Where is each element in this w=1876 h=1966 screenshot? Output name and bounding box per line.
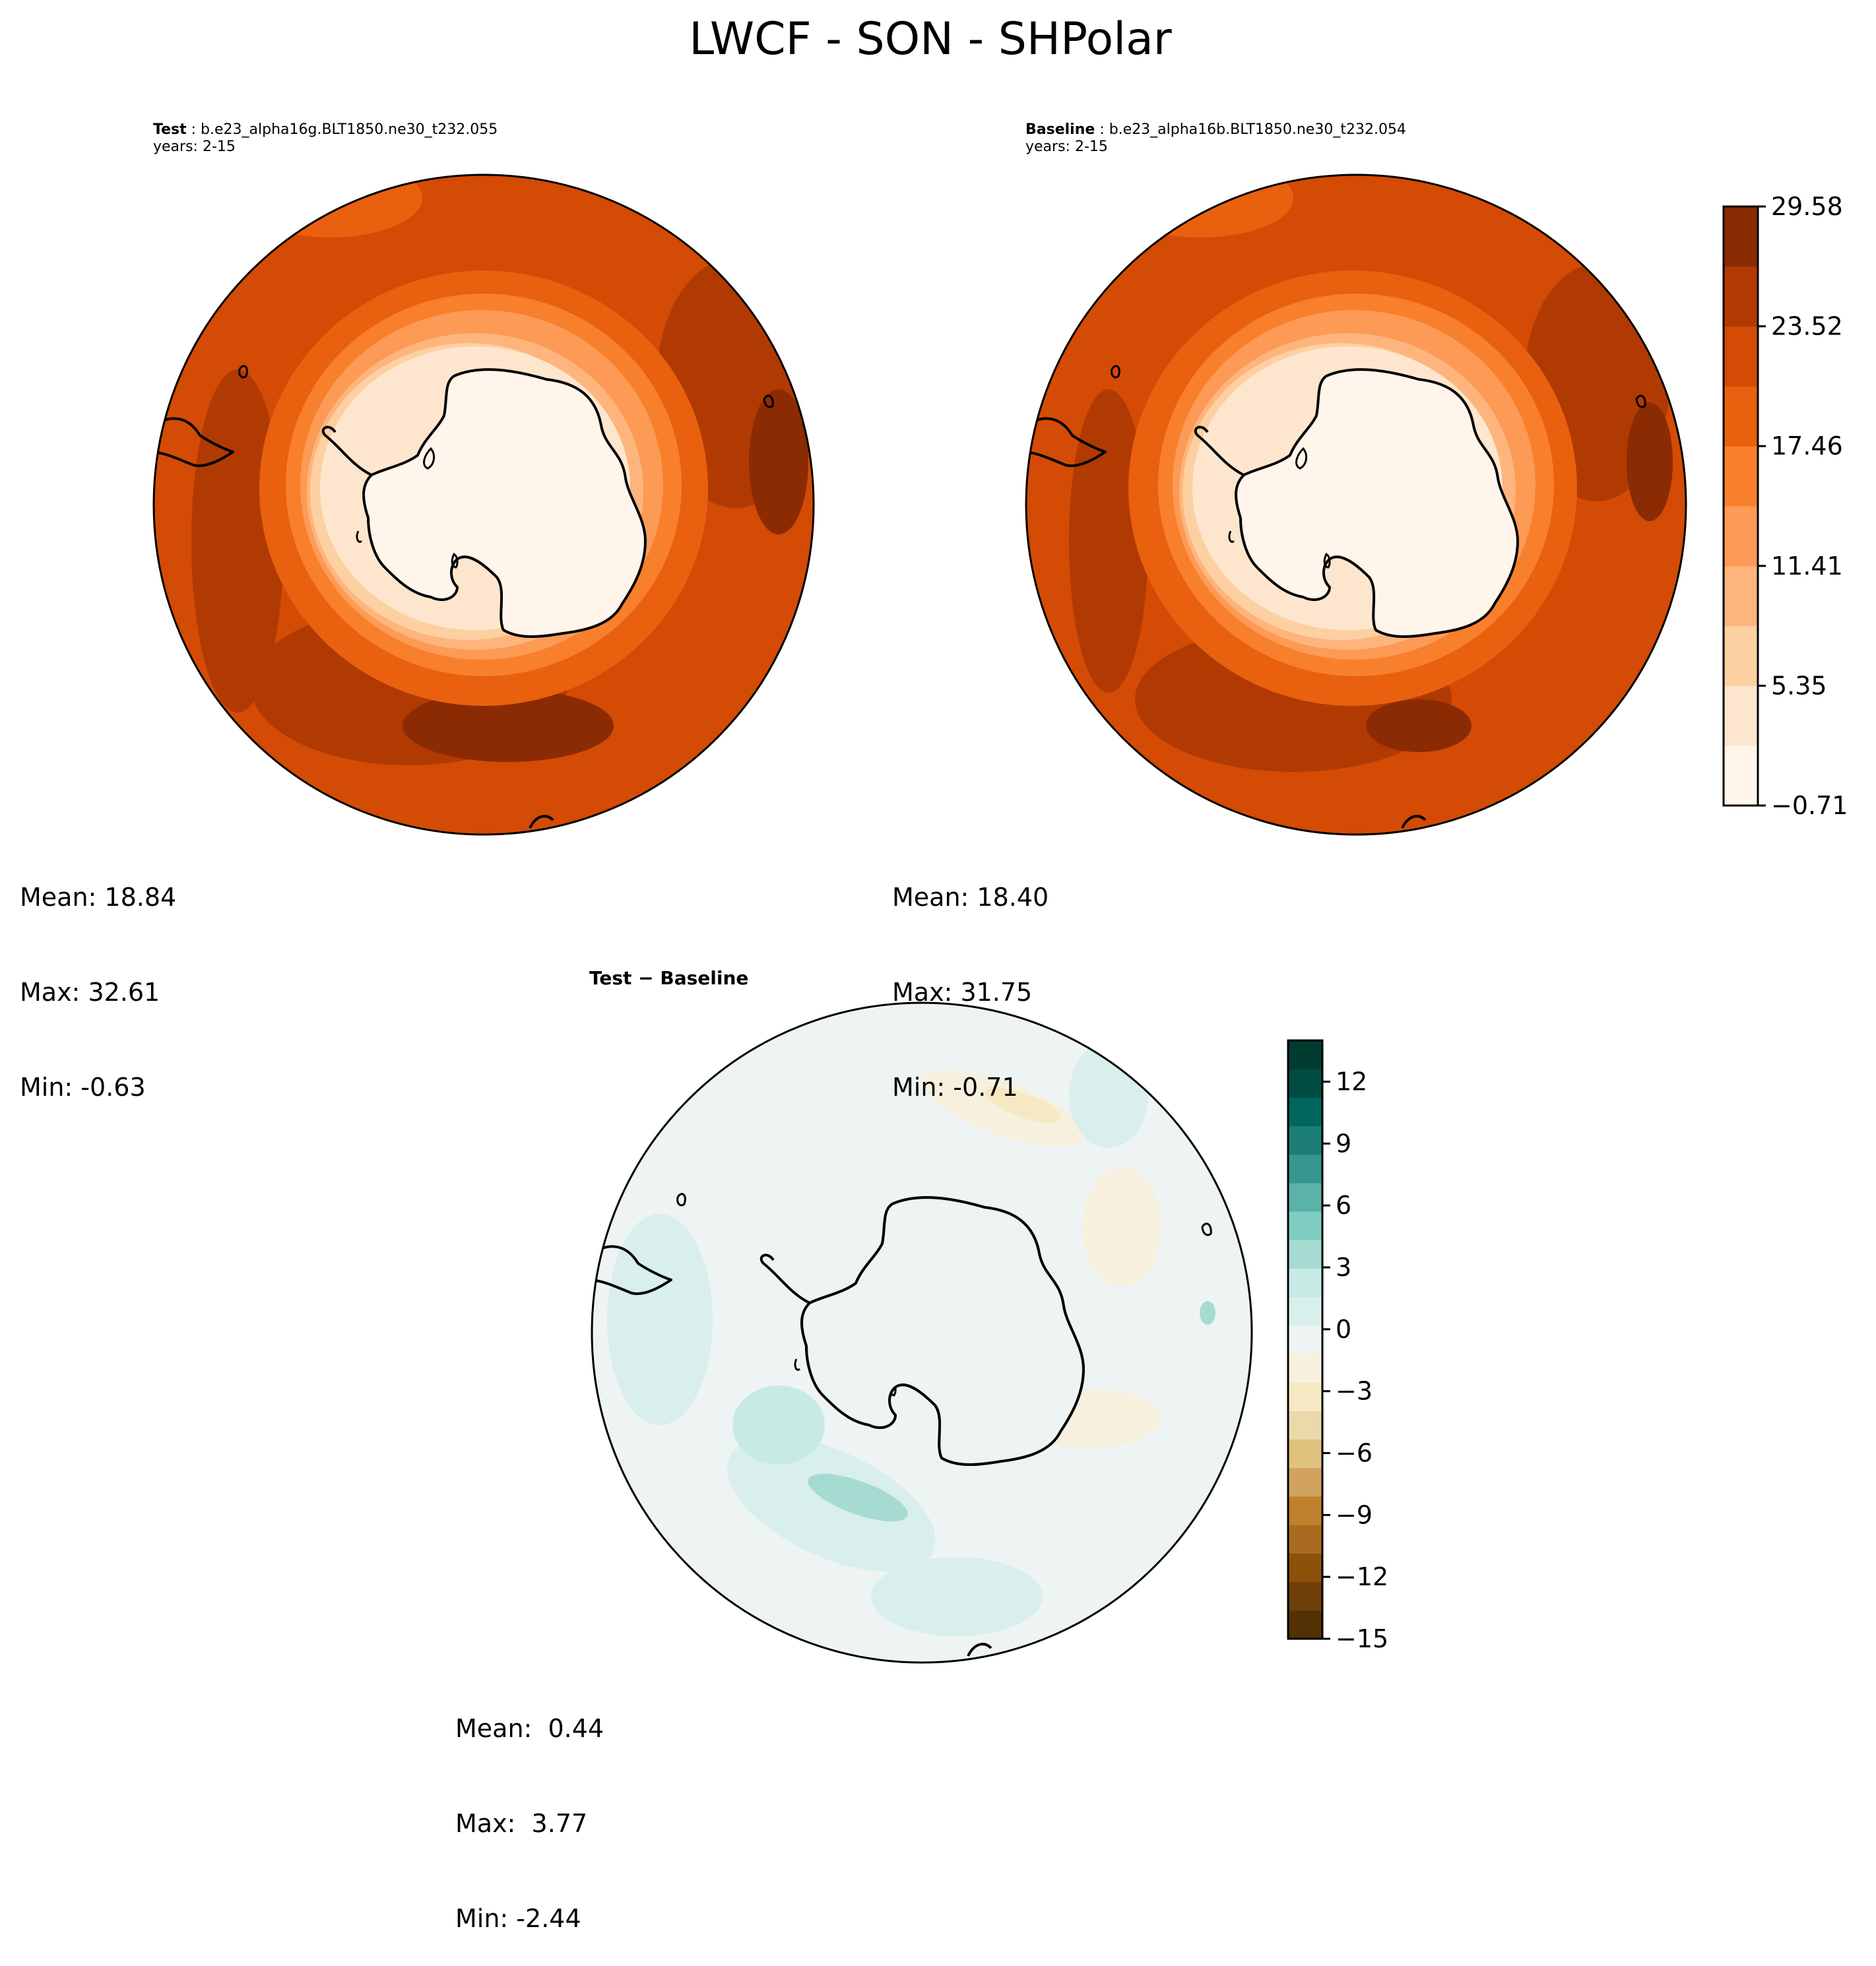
main-colorbar-color-step — [1724, 446, 1758, 507]
difference-stats: Mean: 0.44 Max: 3.77 Min: -2.44 — [455, 1649, 604, 1966]
main-colorbar-tick-label: 29.58 — [1771, 192, 1843, 221]
difference-colorbar-tick-label: −12 — [1336, 1562, 1388, 1591]
difference-colorbar-tick-label: 12 — [1336, 1067, 1367, 1096]
main-colorbar-color-step — [1724, 386, 1758, 447]
main-colorbar-tick-label: −0.71 — [1771, 791, 1848, 820]
main-colorbar-frame — [1722, 205, 1759, 807]
main-colorbar-color-step — [1724, 506, 1758, 567]
test-map — [154, 175, 814, 835]
baseline-years: years: 2-15 — [1025, 139, 1108, 155]
difference-colorbar-tick-label: −6 — [1336, 1439, 1373, 1468]
main-colorbar-color-step — [1724, 326, 1758, 387]
difference-colorbar-color-step — [1288, 1610, 1322, 1639]
baseline-subtitle: Baseline : b.e23_alpha16b.BLT1850.ne30_t… — [1025, 121, 1406, 156]
difference-colorbar-color-step — [1288, 1382, 1322, 1411]
test-case-name: : b.e23_alpha16g.BLT1850.ne30_t232.055 — [186, 121, 498, 138]
main-colorbar: −0.71 5.35 11.41 17.46 23.52 29.58 — [1722, 192, 1848, 820]
difference-colorbar-color-step — [1288, 1097, 1322, 1127]
baseline-map — [1026, 175, 1686, 835]
figure-title: LWCF - SON - SHPolar — [689, 13, 1172, 65]
baseline-min: Min: -0.71 — [892, 1073, 1018, 1102]
main-colorbar-color-step — [1724, 206, 1758, 267]
test-years: years: 2-15 — [153, 139, 236, 155]
difference-max: Max: 3.77 — [455, 1809, 588, 1838]
baseline-stats: Mean: 18.40 Max: 31.75 Min: -0.71 — [892, 818, 1049, 1135]
difference-colorbar-tick-label: 9 — [1336, 1129, 1351, 1158]
baseline-max: Max: 31.75 — [892, 978, 1033, 1007]
difference-colorbar-color-step — [1288, 1296, 1322, 1326]
test-min: Min: -0.63 — [20, 1073, 146, 1102]
test-max: Max: 32.61 — [20, 978, 160, 1007]
difference-colorbar-tick-label: 0 — [1336, 1315, 1351, 1344]
difference-colorbar-color-step — [1288, 1439, 1322, 1469]
difference-colorbar-color-step — [1288, 1581, 1322, 1611]
difference-colorbar-color-step — [1288, 1040, 1322, 1069]
baseline-mean: Mean: 18.40 — [892, 883, 1049, 912]
main-colorbar-tick-label: 17.46 — [1771, 431, 1843, 460]
difference-mean: Mean: 0.44 — [455, 1714, 604, 1743]
difference-colorbar-color-step — [1288, 1411, 1322, 1440]
difference-colorbar-color-step — [1288, 1268, 1322, 1298]
difference-colorbar-color-step — [1288, 1496, 1322, 1525]
difference-colorbar-color-step — [1288, 1154, 1322, 1184]
test-label: Test — [153, 121, 187, 138]
difference-colorbar: −15 −12 −9 −6 −3 0 3 6 9 12 — [1287, 1039, 1388, 1653]
difference-colorbar-color-step — [1288, 1525, 1322, 1554]
difference-min: Min: -2.44 — [455, 1904, 581, 1933]
difference-colorbar-color-step — [1288, 1182, 1322, 1212]
main-colorbar-tick-label: 11.41 — [1771, 552, 1843, 581]
difference-subtitle: Test − Baseline — [589, 967, 749, 989]
difference-colorbar-color-step — [1288, 1069, 1322, 1098]
difference-colorbar-frame — [1287, 1039, 1324, 1640]
difference-label: Test − Baseline — [589, 967, 749, 989]
main-colorbar-color-step — [1724, 565, 1758, 627]
main-colorbar-tick-label: 23.52 — [1771, 312, 1843, 341]
difference-colorbar-color-step — [1288, 1325, 1322, 1354]
difference-colorbar-color-step — [1288, 1467, 1322, 1497]
baseline-case-name: : b.e23_alpha16b.BLT1850.ne30_t232.054 — [1095, 121, 1406, 138]
difference-colorbar-color-step — [1288, 1240, 1322, 1269]
difference-colorbar-color-step — [1288, 1211, 1322, 1240]
main-colorbar-color-step — [1724, 266, 1758, 327]
difference-colorbar-tick-label: −9 — [1336, 1500, 1373, 1529]
difference-colorbar-tick-label: −15 — [1336, 1624, 1388, 1653]
main-colorbar-color-step — [1724, 685, 1758, 746]
difference-colorbar-tick-label: −3 — [1336, 1377, 1373, 1406]
difference-colorbar-color-step — [1288, 1354, 1322, 1383]
test-mean: Mean: 18.84 — [20, 883, 177, 912]
test-subtitle: Test : b.e23_alpha16g.BLT1850.ne30_t232.… — [153, 121, 498, 156]
test-stats: Mean: 18.84 Max: 32.61 Min: -0.63 — [20, 818, 176, 1135]
main-colorbar-color-step — [1724, 745, 1758, 806]
difference-colorbar-tick-label: 3 — [1336, 1253, 1351, 1282]
baseline-label: Baseline — [1025, 121, 1095, 138]
main-colorbar-tick-label: 5.35 — [1771, 671, 1827, 700]
main-colorbar-color-step — [1724, 625, 1758, 686]
difference-colorbar-tick-label: 6 — [1336, 1191, 1351, 1220]
difference-colorbar-color-step — [1288, 1553, 1322, 1583]
difference-colorbar-color-step — [1288, 1126, 1322, 1155]
